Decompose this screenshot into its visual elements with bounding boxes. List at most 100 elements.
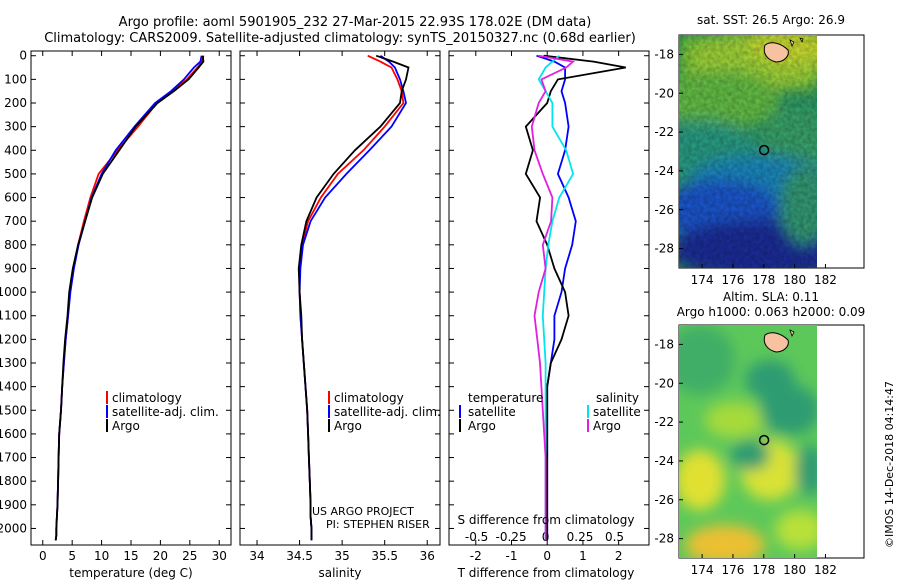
temperature-panel: 0100200300400500600700800900100011001200…	[0, 49, 232, 580]
legend-header-salinity: salinity	[596, 391, 639, 405]
salinity-legend: climatology satellite-adj. clim. Argo	[328, 391, 441, 433]
lat-tick-label: -28	[654, 242, 674, 256]
x-tick-label: 5	[68, 549, 76, 563]
y-tick-label: 2000	[0, 521, 27, 535]
sst-map: sat. SST: 26.5 Argo: 26.9 -18 -20 -22 -24 -2…	[654, 13, 865, 287]
x-tick-label: 25	[182, 549, 197, 563]
t-difference-x-axis: -2 -1 0 1 2	[470, 51, 623, 563]
salinity-y-ticks	[240, 55, 440, 529]
lon-tick-label: 178	[752, 273, 775, 287]
lat-tick-label: -24	[654, 164, 674, 178]
legend-label-temp-argo: Argo	[468, 419, 496, 433]
lon-tick-label: 180	[783, 273, 806, 287]
x-tick-label: 34.5	[286, 549, 313, 563]
temperature-axes-frame	[30, 50, 232, 546]
y-tick-label: 700	[4, 214, 27, 228]
lon-tick-label: 182	[814, 563, 837, 577]
x-tick-label: 35.5	[371, 549, 398, 563]
x-tick-label: 15	[123, 549, 138, 563]
x-tick-label: 0	[543, 549, 551, 563]
x-tick-label: 0	[39, 549, 47, 563]
legend-label-temp-satellite: satellite	[468, 405, 516, 419]
difference-panel: -2 -1 0 1 2 -0.5 -0.25 0 0.25 0.5 T difference f…	[448, 50, 650, 580]
x-tick-label: 2	[615, 549, 623, 563]
y-tick-label: 1900	[0, 498, 27, 512]
y-tick-label: 900	[4, 261, 27, 275]
y-tick-label: 1700	[0, 451, 27, 465]
legend-header-temperature: temperature	[468, 391, 543, 405]
project-line-2: PI: STEPHEN RISER	[326, 518, 430, 531]
sla-map-title-1: Altim. SLA: 0.11	[723, 290, 819, 304]
x-tick-label: -2	[470, 549, 482, 563]
project-line-1: US ARGO PROJECT	[312, 505, 414, 518]
lon-tick-label: 174	[691, 563, 714, 577]
sla-float-marker	[758, 434, 770, 446]
y-tick-label: 1800	[0, 474, 27, 488]
s-tick-label: 0.5	[605, 530, 624, 544]
lat-tick-label: -20	[654, 376, 674, 390]
y-tick-label: 0	[19, 49, 27, 63]
legend-label-sal-argo: Argo	[593, 419, 621, 433]
difference-y-ticks	[449, 55, 649, 529]
x-tick-label: 10	[94, 549, 109, 563]
lat-tick-label: -24	[654, 454, 674, 468]
depth-axis: 0 100 200 300 400 500 600 700 800 900 1000 1100 1200…	[0, 49, 231, 535]
sla-field	[679, 325, 817, 558]
lat-tick-label: -18	[654, 47, 674, 61]
lon-tick-label: 176	[722, 563, 745, 577]
y-tick-label: 1400	[0, 380, 27, 394]
salinity-panel: 34 34.5 35 35.5 36 salinity climatology sate…	[239, 50, 441, 580]
legend-label-climatology: climatology	[334, 391, 404, 405]
y-tick-label: 800	[4, 238, 27, 252]
s-tick-label: -0.5	[465, 530, 488, 544]
y-tick-label: 600	[4, 191, 27, 205]
lon-tick-label: 182	[814, 273, 837, 287]
lon-tick-label: 180	[783, 563, 806, 577]
s-tick-label: -0.25	[496, 530, 527, 544]
salinity-x-axis: 34 34.5 35 35.5 36	[249, 51, 435, 563]
legend-label-satellite: satellite-adj. clim.	[112, 405, 219, 419]
y-tick-label: 1500	[0, 403, 27, 417]
x-tick-label: 34	[249, 549, 264, 563]
temperature-xlabel: temperature (deg C)	[69, 566, 192, 580]
sla-map-title-2: Argo h1000: 0.063 h2000: 0.09	[677, 305, 866, 319]
y-tick-label: 1100	[0, 309, 27, 323]
series-line-argo	[297, 54, 410, 541]
difference-profiles	[524, 54, 626, 541]
lat-tick-label: -20	[654, 86, 674, 100]
lat-tick-label: -26	[654, 493, 674, 507]
diff-line-temperature-argo	[524, 54, 626, 541]
lat-tick-label: -22	[654, 415, 674, 429]
y-tick-label: 300	[4, 120, 27, 134]
sla-lat-axis: -18 -20 -22 -24 -26 -28	[654, 337, 683, 546]
temperature-profiles	[54, 55, 205, 541]
sst-map-title: sat. SST: 26.5 Argo: 26.9	[697, 13, 845, 27]
header-line-2: Climatology: CARS2009. Satellite-adjuste…	[44, 31, 636, 46]
legend-label-argo: Argo	[334, 419, 362, 433]
salinity-axes-frame	[239, 50, 441, 546]
salinity-xlabel: salinity	[318, 566, 361, 580]
y-tick-label: 200	[4, 96, 27, 110]
sla-map: Altim. SLA: 0.11 Argo h1000: 0.063 h2000…	[654, 290, 865, 577]
t-difference-xlabel: T difference from climatology	[457, 566, 635, 580]
x-tick-label: 1	[579, 549, 587, 563]
difference-legend: temperature satellite Argo salinity sate…	[459, 391, 641, 433]
legend-label-argo: Argo	[112, 419, 140, 433]
salinity-profiles	[297, 54, 410, 541]
legend-label-climatology: climatology	[112, 391, 182, 405]
lon-tick-label: 176	[722, 273, 745, 287]
temperature-x-axis: 0 5 10 15 20 25 30	[39, 51, 227, 563]
y-tick-label: 1600	[0, 427, 27, 441]
lat-tick-label: -22	[654, 125, 674, 139]
y-tick-label: 500	[4, 167, 27, 181]
y-tick-label: 100	[4, 72, 27, 86]
x-tick-label: 35	[334, 549, 349, 563]
s-difference-xlabel: S difference from climatology	[458, 513, 635, 527]
diff-line-salinity-argo	[530, 54, 576, 541]
lat-tick-label: -26	[654, 203, 674, 217]
x-tick-label: 30	[212, 549, 227, 563]
temperature-legend: climatology satellite-adj. clim. Argo	[106, 391, 219, 433]
legend-label-sal-satellite: satellite	[593, 405, 641, 419]
y-tick-label: 1300	[0, 356, 27, 370]
